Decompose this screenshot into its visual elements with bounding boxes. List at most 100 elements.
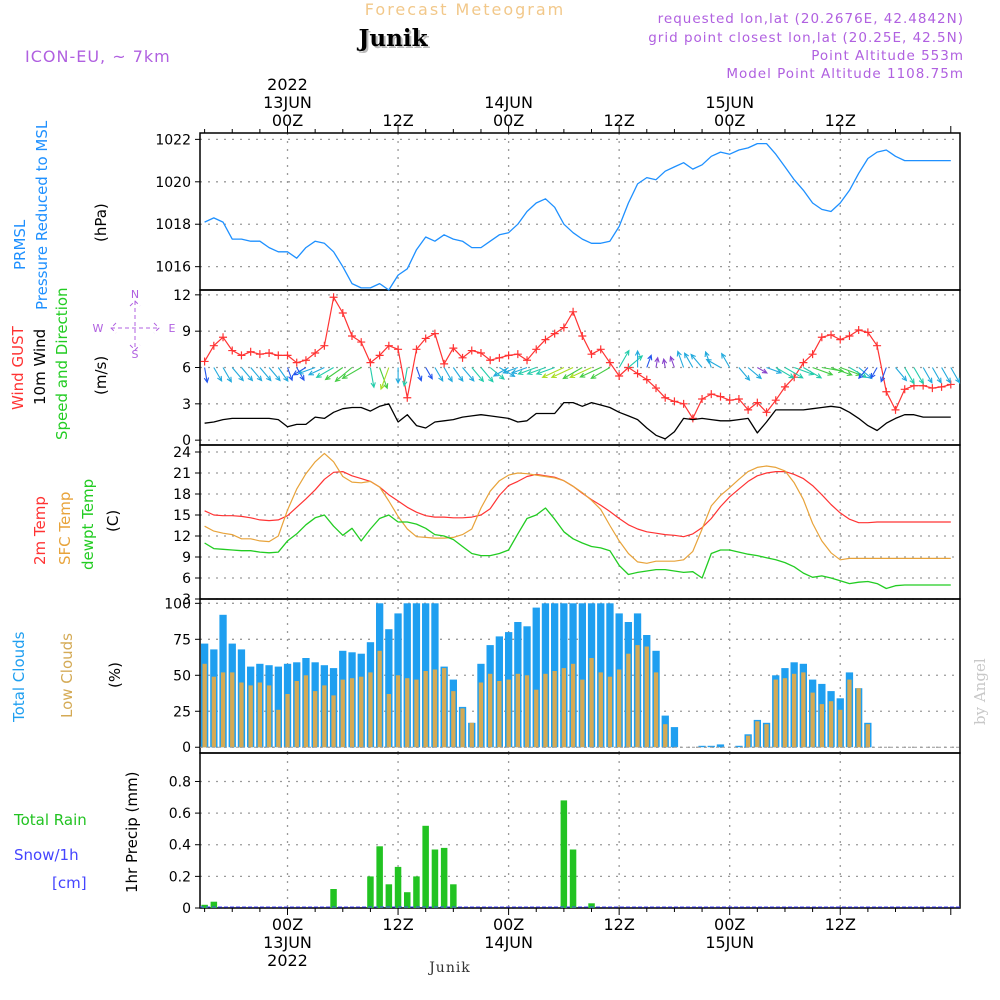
top-time-label: 00Z (493, 111, 524, 130)
panel-frame (199, 444, 961, 600)
low-cloud-bar (663, 724, 668, 748)
total-cloud-bar (735, 745, 743, 748)
gust-marker (513, 350, 522, 359)
gust-marker (605, 358, 614, 367)
low-cloud-bar (617, 669, 622, 748)
wind-arrow (562, 367, 583, 380)
low-cloud-bar (442, 668, 447, 748)
low-cloud-bar (589, 658, 594, 748)
rain-bar (588, 903, 595, 908)
wind-arrow (415, 367, 423, 382)
low-cloud-bar (432, 669, 438, 748)
wind-arrow (286, 367, 294, 382)
bottom-time-label: 12Z (382, 915, 413, 934)
wind-arrow (369, 367, 376, 389)
gust-marker (246, 347, 255, 356)
wind-arrow (213, 367, 223, 382)
gust-marker (550, 329, 559, 338)
wind-arrow (683, 352, 694, 368)
gust-marker (486, 356, 495, 365)
gust-marker (633, 369, 642, 378)
total-cloud-bar (707, 745, 715, 748)
gust-marker (430, 329, 439, 338)
total-cloud-bar (578, 603, 586, 748)
model-altitude: Model Point Altitude 1108.75m (726, 66, 964, 82)
gust-marker (228, 346, 237, 355)
low-cloud-bar (847, 679, 852, 748)
gust-marker (357, 338, 366, 347)
y-tick-label: 1020 (155, 175, 191, 191)
gust-marker (559, 323, 568, 332)
total-cloud-bar (606, 603, 614, 748)
rain-bar (431, 849, 439, 908)
wind-arrow (803, 367, 823, 379)
gust-marker (817, 333, 826, 342)
wind-arrow (462, 367, 475, 382)
low-cloud-bar (635, 645, 640, 748)
low-cloud-bar (543, 673, 548, 748)
unit-c: (C) (104, 510, 122, 532)
low-cloud-bar (782, 678, 788, 748)
wind-arrow (775, 367, 795, 379)
label-pressure-msl: Pressure Reduced to MSL (33, 120, 51, 310)
point-altitude: Point Altitude 553m (811, 48, 964, 64)
y-tick-label: 0.6 (169, 806, 191, 822)
gust-marker (255, 350, 264, 359)
low-cloud-bar (386, 694, 391, 748)
gust-marker (873, 341, 882, 350)
label-snow-cm: [cm] (52, 874, 87, 892)
total-cloud-bar (698, 745, 706, 748)
y-tick-label: 15 (173, 508, 191, 524)
low-cloud-bar (303, 675, 309, 748)
wind-arrow (268, 367, 281, 382)
gust-marker (384, 341, 393, 350)
rain-bar (376, 846, 383, 908)
gust-marker (523, 356, 532, 365)
top-time-label: 12Z (825, 111, 856, 130)
total-cloud-bar (412, 603, 421, 748)
rain-bar (560, 800, 568, 908)
label-prmsl: PRMSL (11, 219, 29, 270)
low-cloud-bar (561, 668, 566, 748)
wind-arrow (231, 367, 245, 382)
label-dewpt-temp: dewpt Temp (79, 479, 97, 570)
panel-1: 1016 1018 1020 1022 (155, 132, 961, 291)
wind-arrow (950, 367, 961, 384)
gust-marker (615, 371, 624, 380)
y-tick-label: 6 (182, 361, 191, 377)
gust-marker (495, 353, 504, 362)
low-cloud-bar (276, 709, 281, 748)
gust-marker (394, 345, 403, 354)
gust-marker (734, 394, 743, 403)
gust-marker (771, 396, 780, 405)
low-cloud-bar (202, 663, 207, 748)
wind-arrow (812, 366, 834, 376)
gust-marker (320, 341, 329, 350)
wind-arrow (669, 355, 675, 368)
gust-marker (661, 393, 670, 402)
rain-bar (330, 889, 337, 908)
low-cloud-bar (322, 685, 327, 748)
gust-marker (716, 392, 725, 401)
y-tick-label: 75 (173, 632, 191, 648)
y-tick-label: 0.2 (169, 869, 191, 885)
label-speed-direction: Speed and Direction (53, 287, 71, 440)
wind-arrow (292, 367, 307, 376)
y-tick-label: 1016 (155, 260, 191, 276)
gust-marker (587, 350, 596, 359)
gust-marker (799, 358, 808, 367)
low-cloud-bar (755, 721, 760, 748)
wind-arrow (471, 367, 485, 383)
gust-marker (412, 345, 421, 354)
wind-arrow (492, 367, 509, 377)
label-2m-temp: 2m Temp (31, 496, 49, 565)
wind-arrow (747, 367, 763, 380)
bottom-time-label: 12Z (825, 915, 856, 934)
gust-marker (421, 334, 430, 343)
y-tick-label: 0.8 (169, 774, 191, 790)
model-label: ICON-EU, ~ 7km (25, 47, 171, 66)
top-time-label: 12Z (603, 111, 634, 130)
gust-marker (808, 350, 817, 359)
total-cloud-bar (403, 603, 411, 748)
